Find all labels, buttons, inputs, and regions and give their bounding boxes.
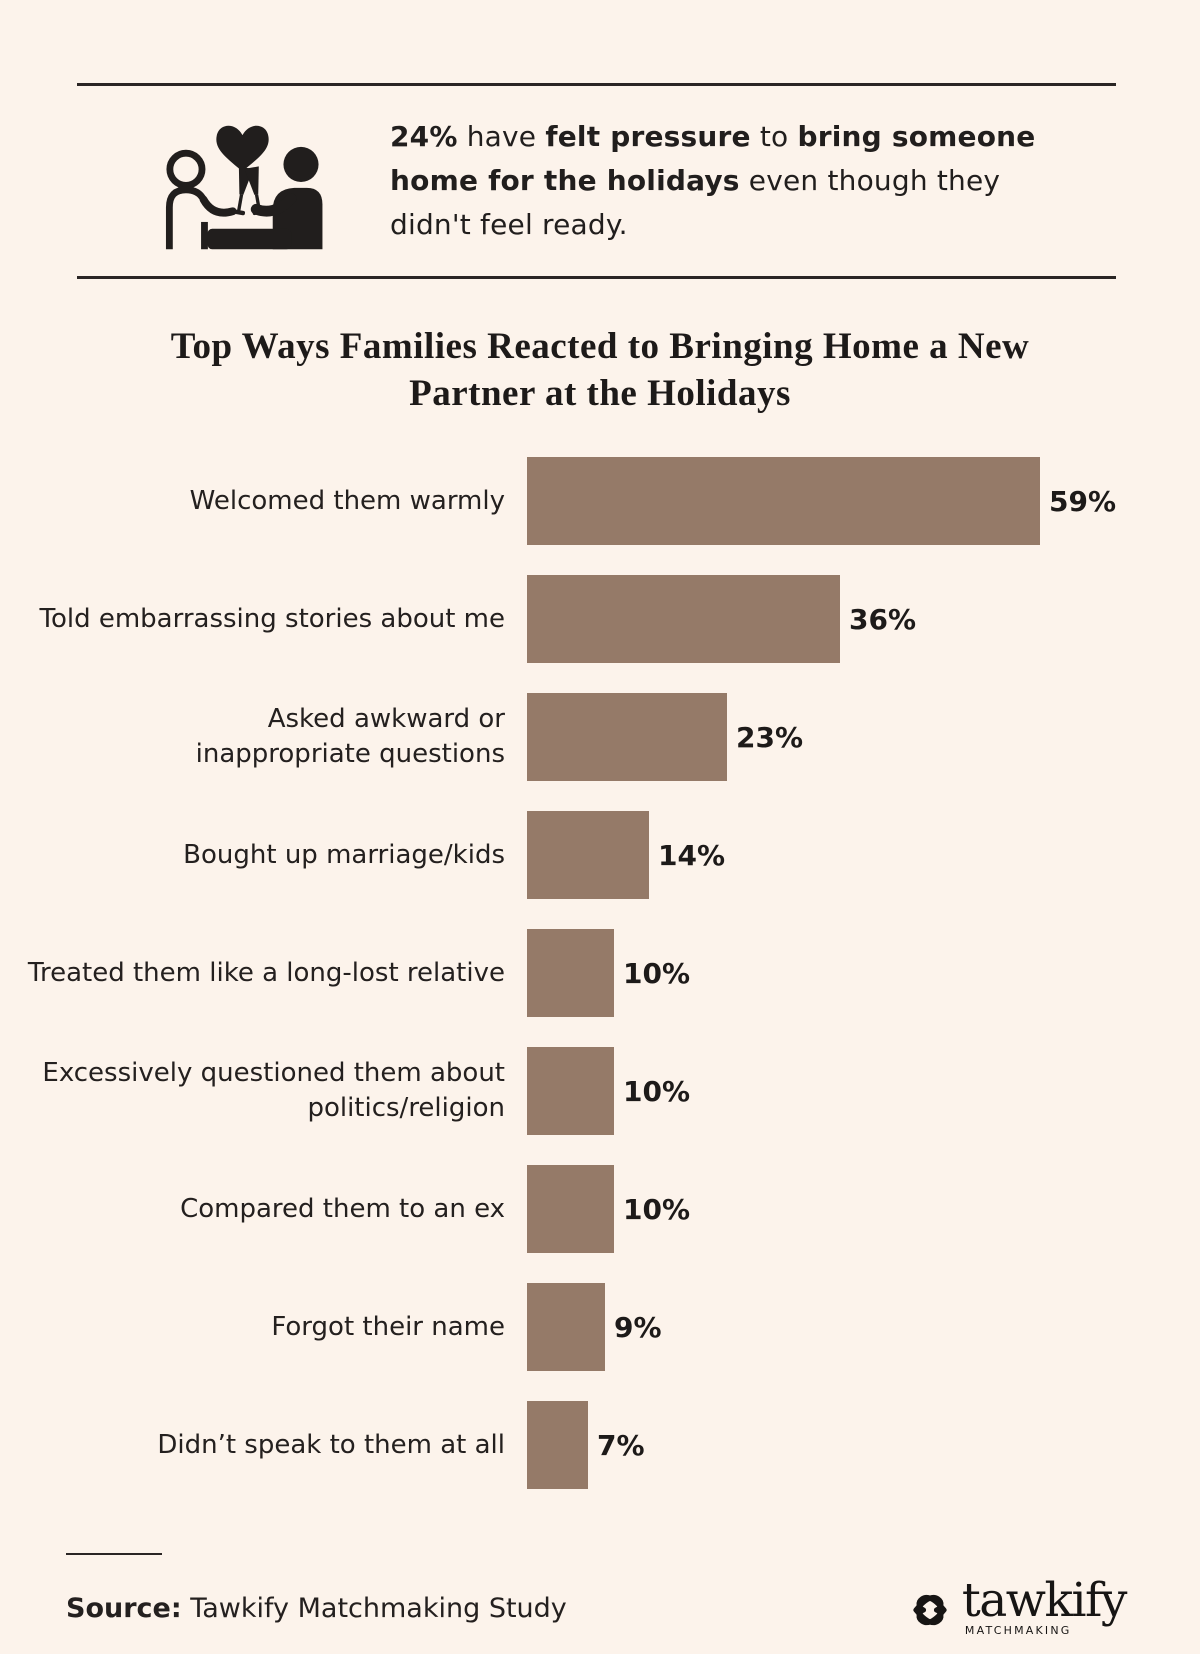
- logo-text-block: tawkify MATCHMAKING: [961, 1573, 1128, 1637]
- bar-row: Bought up marriage/kids 14%: [0, 811, 1200, 899]
- bar: [527, 811, 649, 899]
- chart-title-line-1: Top Ways Families Reacted to Bringing Ho…: [170, 326, 1030, 367]
- bar-row: Told embarrassing stories about me 36%: [0, 575, 1200, 663]
- stat-text: 24% have felt pressure to bring someone …: [390, 115, 1090, 247]
- interlocked-hearts-icon: [913, 1594, 947, 1626]
- couple-toast-heart-icon: [165, 125, 323, 250]
- footer: Source: Tawkify Matchmaking Study tawkif…: [66, 1573, 1128, 1637]
- bar-chart: Welcomed them warmly 59% Told embarrassi…: [0, 457, 1200, 1489]
- bar: [527, 457, 1040, 545]
- source-label: Source:: [66, 1593, 182, 1624]
- chart-title-line-2: Partner at the Holidays: [409, 373, 791, 414]
- stat-segment: even though they didn't feel ready.: [390, 164, 1001, 241]
- stat-segment: to: [750, 120, 798, 153]
- bar-label: Bought up marriage/kids: [183, 839, 505, 870]
- bar-row: Didn’t speak to them at all 7%: [0, 1401, 1200, 1489]
- bar-value-label: 9%: [614, 1310, 662, 1344]
- bar-label: Told embarrassing stories about me: [39, 603, 505, 634]
- bar: [527, 1047, 614, 1135]
- bar-row: Asked awkward or inappropriate questions…: [0, 693, 1200, 781]
- bar-value-label: 10%: [623, 956, 691, 990]
- bar-row: Compared them to an ex 10%: [0, 1165, 1200, 1253]
- source-divider: [66, 1553, 162, 1555]
- bar-row: Forgot their name 9%: [0, 1283, 1200, 1371]
- bar-value-label: 10%: [623, 1074, 691, 1108]
- bar-value-label: 7%: [597, 1428, 645, 1462]
- bar: [527, 575, 840, 663]
- brand-wordmark: tawkify: [961, 1573, 1128, 1628]
- heart-icon: [216, 125, 269, 172]
- tawkify-logo: tawkify MATCHMAKING: [907, 1573, 1128, 1637]
- bar-row: Welcomed them warmly 59%: [0, 457, 1200, 545]
- stat-segment: bring someone home for the holidays: [390, 120, 1036, 197]
- source-text: Tawkify Matchmaking Study: [181, 1593, 567, 1624]
- bar-value-label: 36%: [849, 602, 917, 636]
- stat-callout: 24% have felt pressure to bring someone …: [145, 112, 1120, 250]
- brand-tagline: MATCHMAKING: [964, 1624, 1072, 1637]
- bar-label: Welcomed them warmly: [189, 485, 505, 516]
- bar: [527, 1401, 588, 1489]
- bar-label: Treated them like a long-lost relative: [27, 957, 505, 988]
- bottom-divider: [77, 276, 1116, 279]
- bar: [527, 929, 614, 1017]
- bar-label: Forgot their name: [271, 1311, 505, 1342]
- bar: [527, 1283, 605, 1371]
- source-line: Source: Tawkify Matchmaking Study: [66, 1579, 567, 1624]
- stat-segment: felt pressure: [545, 120, 751, 153]
- top-divider: [77, 83, 1116, 86]
- bar-label: Excessively questioned them about politi…: [42, 1058, 505, 1123]
- bar-value-label: 23%: [736, 720, 804, 754]
- bar-row: Excessively questioned them about politi…: [0, 1047, 1200, 1135]
- stat-segment: 24%: [390, 120, 458, 153]
- stat-segment: have: [457, 120, 546, 153]
- bar: [527, 1165, 614, 1253]
- bar-label: Compared them to an ex: [180, 1193, 505, 1224]
- bar-value-label: 10%: [623, 1192, 691, 1226]
- bar-row: Treated them like a long-lost relative 1…: [0, 929, 1200, 1017]
- bar: [527, 693, 727, 781]
- bar-label: Asked awkward or inappropriate questions: [195, 704, 505, 769]
- bar-label: Didn’t speak to them at all: [157, 1429, 505, 1460]
- bar-value-label: 14%: [658, 838, 726, 872]
- chart-title: Top Ways Families Reacted to Bringing Ho…: [0, 323, 1200, 417]
- bar-value-label: 59%: [1049, 484, 1117, 518]
